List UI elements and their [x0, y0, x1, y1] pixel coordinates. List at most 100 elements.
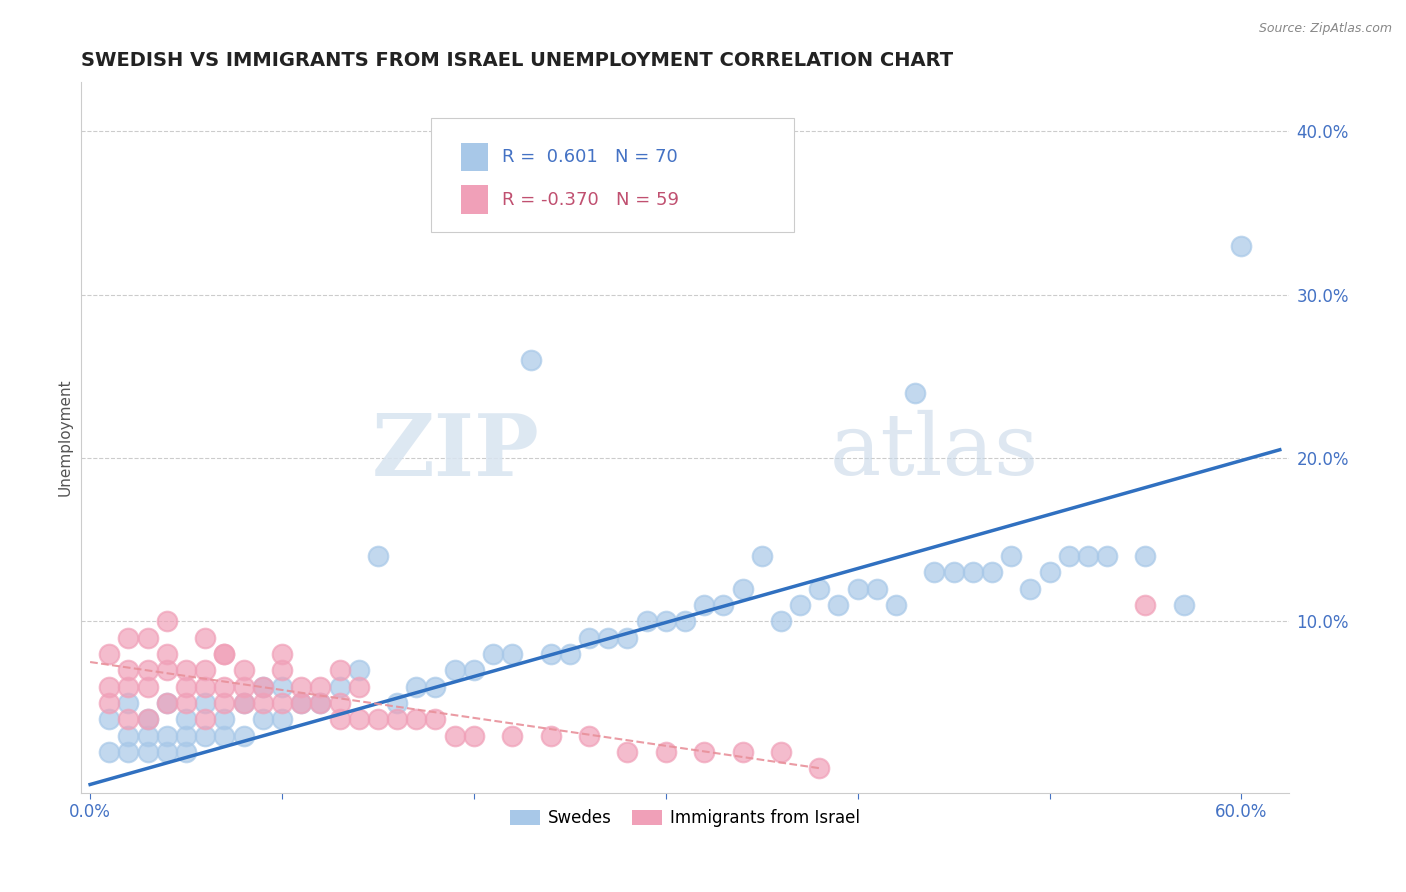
Point [174, 712, 197, 726]
Point [136, 631, 159, 645]
Legend: Swedes, Immigrants from Israel: Swedes, Immigrants from Israel [503, 803, 868, 834]
Point [214, 729, 236, 743]
Point [156, 614, 179, 628]
Point [329, 712, 352, 726]
Point [942, 565, 965, 579]
Point [290, 696, 312, 710]
Point [463, 729, 485, 743]
Point [136, 729, 159, 743]
Point [290, 696, 312, 710]
Point [598, 631, 620, 645]
Point [329, 696, 352, 710]
Point [194, 729, 217, 743]
Point [501, 647, 523, 661]
Point [232, 663, 254, 677]
Text: SWEDISH VS IMMIGRANTS FROM ISRAEL UNEMPLOYMENT CORRELATION CHART: SWEDISH VS IMMIGRANTS FROM ISRAEL UNEMPL… [80, 51, 953, 70]
Point [673, 614, 696, 628]
Point [846, 582, 869, 596]
Point [117, 631, 139, 645]
Point [789, 598, 811, 612]
Point [347, 663, 370, 677]
Point [232, 729, 254, 743]
Point [252, 696, 274, 710]
Point [194, 696, 217, 710]
FancyBboxPatch shape [461, 143, 488, 171]
Point [655, 614, 678, 628]
Point [174, 663, 197, 677]
Point [174, 729, 197, 743]
Point [808, 582, 831, 596]
Text: atlas: atlas [830, 410, 1039, 493]
Point [1019, 582, 1042, 596]
Point [1057, 549, 1080, 563]
Point [405, 712, 427, 726]
Point [540, 647, 562, 661]
Point [98, 647, 121, 661]
Point [232, 680, 254, 694]
Point [156, 663, 179, 677]
Point [616, 745, 638, 759]
Y-axis label: Unemployment: Unemployment [58, 379, 72, 496]
FancyBboxPatch shape [432, 118, 794, 232]
Point [271, 663, 294, 677]
Point [808, 761, 831, 775]
Point [981, 565, 1004, 579]
Text: Source: ZipAtlas.com: Source: ZipAtlas.com [1258, 22, 1392, 36]
Point [616, 631, 638, 645]
Point [1173, 598, 1195, 612]
Point [214, 712, 236, 726]
Point [1135, 549, 1157, 563]
Point [578, 729, 600, 743]
Point [309, 680, 332, 694]
Point [194, 663, 217, 677]
Point [385, 712, 408, 726]
Point [1038, 565, 1060, 579]
Point [98, 696, 121, 710]
Point [214, 680, 236, 694]
Point [232, 696, 254, 710]
Point [117, 745, 139, 759]
Point [769, 745, 792, 759]
Point [156, 696, 179, 710]
Point [309, 696, 332, 710]
Point [924, 565, 946, 579]
Point [1095, 549, 1118, 563]
Point [117, 729, 139, 743]
Point [693, 598, 716, 612]
Point [558, 647, 581, 661]
Point [214, 647, 236, 661]
Point [194, 631, 217, 645]
Point [252, 712, 274, 726]
Point [194, 680, 217, 694]
Point [711, 598, 734, 612]
Point [98, 745, 121, 759]
FancyBboxPatch shape [461, 186, 488, 214]
Point [1077, 549, 1099, 563]
Point [174, 696, 197, 710]
Point [174, 680, 197, 694]
Point [827, 598, 849, 612]
Point [904, 385, 927, 400]
Text: R =  0.601   N = 70: R = 0.601 N = 70 [502, 148, 678, 166]
Point [443, 663, 465, 677]
Point [117, 663, 139, 677]
Point [117, 712, 139, 726]
Point [214, 647, 236, 661]
Point [501, 729, 523, 743]
Point [636, 614, 658, 628]
Point [252, 680, 274, 694]
Point [347, 712, 370, 726]
Point [98, 712, 121, 726]
Point [520, 353, 543, 368]
Point [98, 680, 121, 694]
Point [578, 631, 600, 645]
Point [194, 712, 217, 726]
Point [136, 712, 159, 726]
Point [329, 680, 352, 694]
Point [309, 696, 332, 710]
Point [385, 696, 408, 710]
Point [347, 680, 370, 694]
Point [1135, 598, 1157, 612]
Point [156, 729, 179, 743]
Point [271, 647, 294, 661]
